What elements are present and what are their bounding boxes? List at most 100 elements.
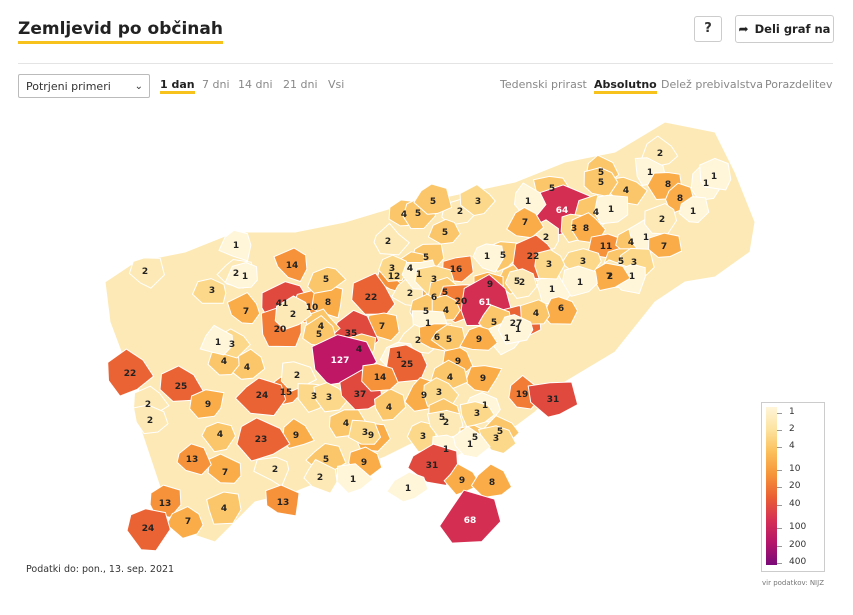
header-divider <box>18 63 833 64</box>
municipality-region[interactable] <box>199 324 234 356</box>
municipality-region[interactable] <box>274 295 313 331</box>
municipality-region[interactable] <box>678 196 710 224</box>
municipality-region[interactable] <box>128 257 165 289</box>
municipality-region[interactable] <box>527 381 579 418</box>
municipality-value-label: 1 <box>608 205 614 215</box>
municipality-region[interactable] <box>189 389 225 419</box>
municipality-region[interactable] <box>407 443 459 486</box>
tab-absolutno[interactable]: Absolutno <box>594 78 657 94</box>
municipality-region[interactable] <box>191 278 227 304</box>
color-legend: 1 2 4 10 20 40 100 200 400 <box>761 402 825 572</box>
municipality-value-label: 2 <box>457 207 463 217</box>
municipality-value-label: 4 <box>447 373 453 383</box>
municipality-region[interactable] <box>307 266 347 294</box>
municipality-value-label: 5 <box>446 335 452 345</box>
municipality-region[interactable] <box>226 291 261 325</box>
tab-14-dni[interactable]: 14 dni <box>238 78 273 91</box>
legend-label: 10 <box>789 464 801 474</box>
municipality-region[interactable] <box>159 365 205 402</box>
municipality-region[interactable] <box>348 419 382 445</box>
tab-1-dan[interactable]: 1 dan <box>160 78 195 94</box>
municipality-value-label: 4 <box>343 419 349 429</box>
municipality-value-label: 5 <box>423 307 429 317</box>
municipality-region[interactable] <box>506 206 545 239</box>
municipality-value-label: 7 <box>379 322 385 332</box>
municipality-region[interactable] <box>206 491 242 525</box>
municipality-value-label: 1 <box>647 168 653 178</box>
municipality-region[interactable] <box>459 325 499 351</box>
municipality-region[interactable] <box>386 471 429 503</box>
municipality-region[interactable] <box>452 425 491 459</box>
municipality-region[interactable] <box>497 313 534 345</box>
share-button[interactable]: ➦ Deli graf na <box>735 15 834 43</box>
tab-21-dni[interactable]: 21 dni <box>283 78 318 91</box>
municipality-value-label: 127 <box>331 356 350 366</box>
municipality-value-label: 7 <box>222 468 228 478</box>
municipality-region[interactable] <box>386 344 428 384</box>
municipality-region[interactable] <box>234 377 287 417</box>
municipality-value-label: 1 <box>467 440 473 450</box>
municipality-value-label: 1 <box>629 272 635 282</box>
municipality-region[interactable] <box>265 484 300 517</box>
municipality-region[interactable] <box>459 184 496 217</box>
municipality-region[interactable] <box>126 508 171 552</box>
municipality-value-label: 5 <box>415 209 421 219</box>
municipality-region[interactable] <box>303 458 338 494</box>
tab-delez-prebivalstva[interactable]: Delež prebivalstva <box>661 78 764 91</box>
municipality-region[interactable] <box>470 463 513 499</box>
help-button[interactable]: ? <box>694 16 722 42</box>
municipality-value-label: 2 <box>543 233 549 243</box>
share-button-label: Deli graf na <box>754 22 831 36</box>
municipality-region[interactable] <box>361 363 399 392</box>
municipality-region[interactable] <box>133 404 169 435</box>
tab-vsi[interactable]: Vsi <box>328 78 345 91</box>
municipality-region[interactable] <box>313 381 350 413</box>
legend-label: 4 <box>789 441 795 451</box>
municipality-region[interactable] <box>699 157 732 191</box>
municipality-value-label: 14 <box>286 261 299 271</box>
municipality-region[interactable] <box>427 218 461 245</box>
tab-tedenski-prirast[interactable]: Tedenski prirast <box>500 78 587 91</box>
tab-porazdelitev[interactable]: Porazdelitev <box>765 78 833 91</box>
municipality-region[interactable] <box>438 489 502 544</box>
municipality-region[interactable] <box>459 401 495 428</box>
municipality-region[interactable] <box>648 232 683 258</box>
municipality-value-label: 8 <box>583 224 589 234</box>
municipality-region[interactable] <box>224 261 258 289</box>
municipality-value-label: 3 <box>571 224 577 234</box>
municipality-region[interactable] <box>378 254 408 282</box>
municipality-value-label: 5 <box>598 178 604 188</box>
municipality-region[interactable] <box>373 388 407 421</box>
municipality-region[interactable] <box>534 249 566 280</box>
municipality-region[interactable] <box>472 243 505 273</box>
municipality-region[interactable] <box>413 183 453 215</box>
municipality-value-label: 8 <box>677 194 683 204</box>
municipality-value-label: 41 <box>276 299 289 309</box>
metric-select[interactable]: Potrjeni primeri ⌄ <box>18 74 150 98</box>
municipality-region[interactable] <box>336 463 374 494</box>
municipality-value-label: 5 <box>323 275 329 285</box>
municipality-region[interactable] <box>519 299 551 325</box>
municipality-region[interactable] <box>165 506 204 539</box>
municipality-region[interactable] <box>273 247 308 283</box>
municipality-value-label: 2 <box>519 278 525 288</box>
municipality-region[interactable] <box>560 265 598 297</box>
tab-7-dni[interactable]: 7 dni <box>202 78 230 91</box>
municipality-value-label: 2 <box>317 473 323 483</box>
municipality-region[interactable] <box>373 222 411 256</box>
municipality-region[interactable] <box>593 194 629 225</box>
municipality-value-label: 27 <box>510 319 523 329</box>
municipality-value-label: 3 <box>431 275 437 285</box>
legend-tick <box>777 528 782 529</box>
municipality-region[interactable] <box>149 484 182 518</box>
municipality-region[interactable] <box>504 268 538 299</box>
municipality-region[interactable] <box>236 417 291 462</box>
municipality-region[interactable] <box>201 421 237 453</box>
metric-select-value: Potrjeni primeri <box>26 80 111 93</box>
municipality-value-label: 1 <box>690 207 696 217</box>
municipality-value-label: 13 <box>159 499 172 509</box>
municipality-region[interactable] <box>218 229 252 262</box>
municipality-region[interactable] <box>464 365 503 393</box>
municipality-region[interactable] <box>107 348 155 397</box>
municipality-region[interactable] <box>176 443 212 476</box>
